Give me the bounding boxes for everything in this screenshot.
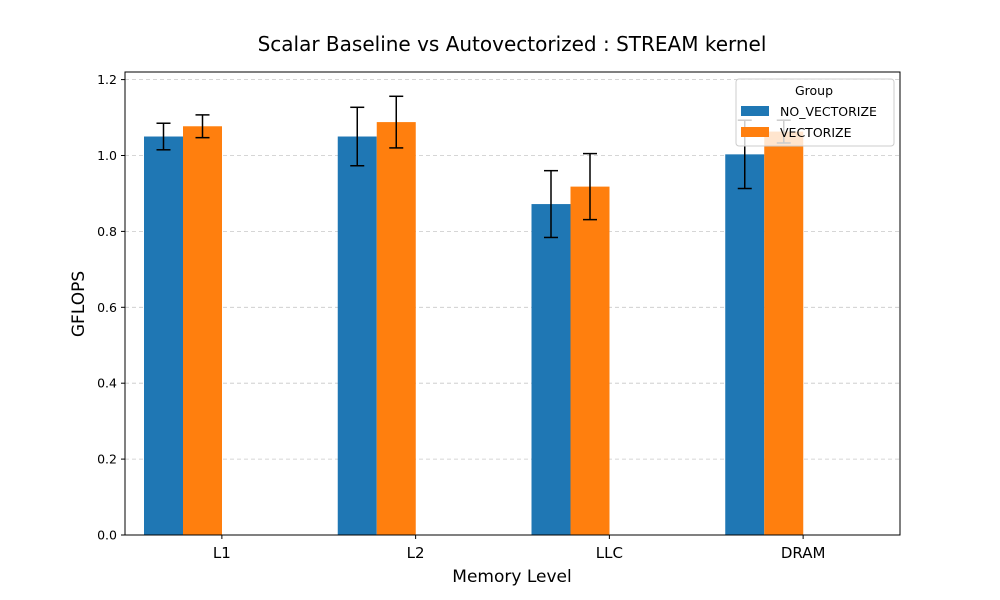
y-tick-label: 0.0 — [97, 528, 117, 543]
bar-vectorize-dram — [764, 131, 804, 535]
error-bar-vectorize-l1 — [195, 114, 210, 139]
bar-vectorize-l2 — [376, 122, 416, 535]
x-tick-label-llc: LLC — [596, 544, 623, 562]
y-axis-label: GFLOPS — [69, 271, 89, 337]
y-tick-label: 0.6 — [97, 300, 117, 315]
y-tick-label: 1.0 — [97, 148, 117, 163]
x-axis: L1 L2 LLC DRAM — [213, 535, 825, 562]
legend-swatch-no-vectorize — [741, 106, 769, 116]
x-tick-label-l1: L1 — [213, 544, 231, 562]
legend-label-no-vectorize: NO_VECTORIZE — [780, 104, 877, 119]
error-bar-vectorize-l2 — [389, 95, 404, 149]
plot-frame — [124, 71, 901, 536]
bar-no-vectorize-llc — [531, 204, 571, 535]
error-bar-no-vectorize-l2 — [350, 106, 365, 167]
bar-vectorize-l1 — [183, 126, 222, 536]
error-bars — [156, 95, 791, 239]
y-tick-label: 1.2 — [97, 72, 117, 87]
x-tick-label-dram: DRAM — [781, 544, 826, 562]
bars — [144, 122, 804, 536]
legend: Group NO_VECTORIZE VECTORIZE — [735, 78, 895, 147]
legend-title: Group — [795, 83, 833, 98]
bar-no-vectorize-l2 — [337, 136, 377, 535]
y-tick-label: 0.2 — [97, 452, 117, 467]
legend-swatch-vectorize — [741, 127, 769, 137]
bar-vectorize-llc — [570, 186, 610, 535]
grid-lines — [125, 79, 900, 536]
y-tick-label: 0.8 — [97, 224, 117, 239]
error-bar-vectorize-llc — [583, 152, 597, 221]
error-bar-no-vectorize-l1 — [156, 122, 171, 151]
legend-label-vectorize: VECTORIZE — [780, 125, 852, 140]
x-tick-label-l2: L2 — [407, 544, 425, 562]
error-bar-no-vectorize-llc — [544, 169, 558, 239]
y-tick-label: 0.4 — [97, 376, 117, 391]
chart-title: Scalar Baseline vs Autovectorized : STRE… — [258, 32, 767, 56]
y-axis: 0.0 0.2 0.4 0.6 0.8 1.0 1.2 — [97, 72, 125, 543]
legend-box — [735, 78, 895, 147]
x-axis-label: Memory Level — [452, 567, 571, 587]
bar-no-vectorize-l1 — [144, 136, 183, 535]
bar-no-vectorize-dram — [725, 154, 765, 535]
